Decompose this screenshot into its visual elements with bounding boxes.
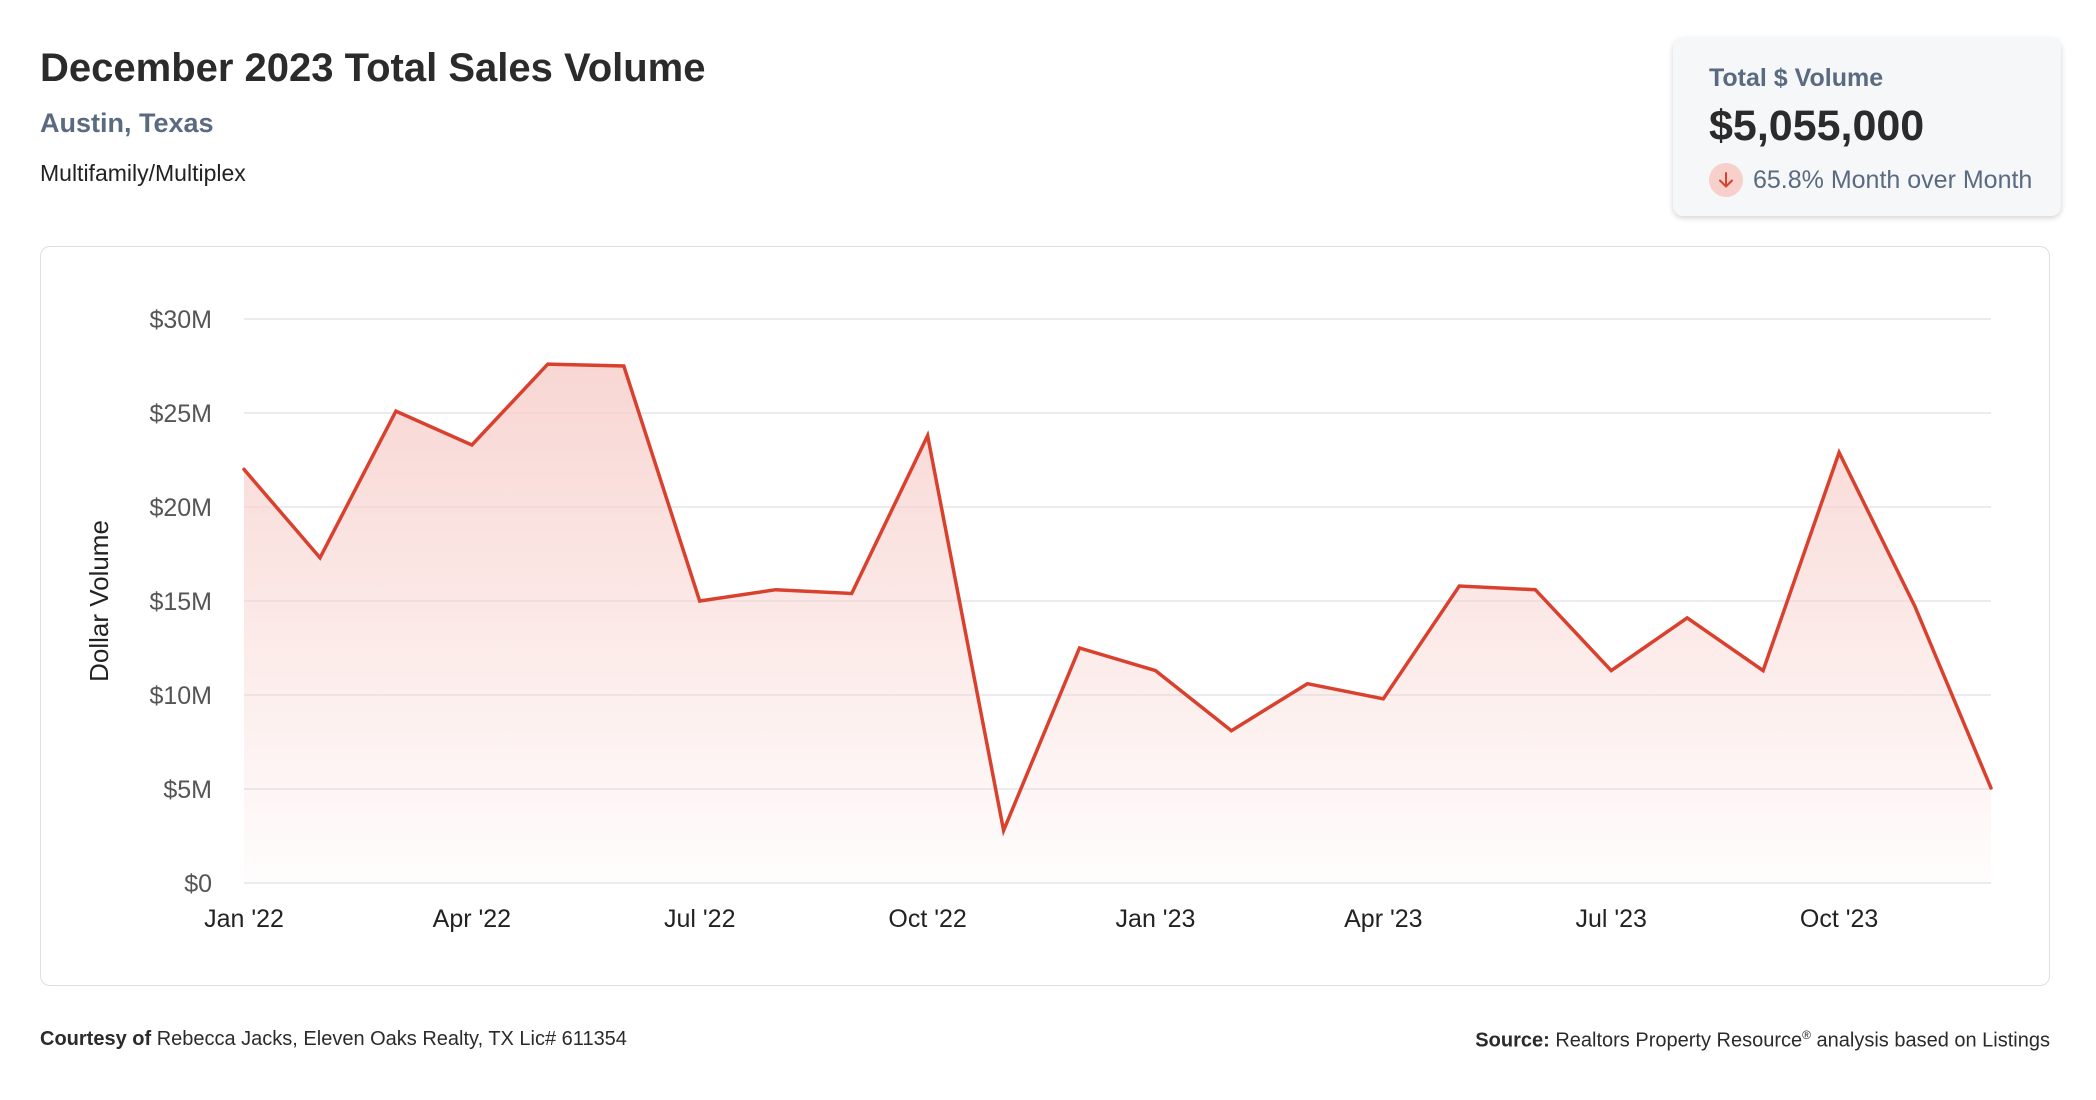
series-line	[242, 362, 1993, 837]
kpi-value: $5,055,000	[1709, 102, 1925, 150]
source-text-end: analysis based on Listings	[1810, 1029, 2051, 1052]
y-axis-label: Dollar Volume	[84, 520, 114, 682]
x-tick-label: Jan '23	[1116, 905, 1196, 933]
x-axis-ticks: Jan '22 Apr '22 Jul '22 Oct '22 Jan '23 Apr '…	[204, 905, 1878, 933]
x-tick-label: Jul '23	[1575, 905, 1646, 933]
y-tick-label: $0	[184, 870, 212, 898]
total-volume-card: Total $ Volume $5,055,000 65.8% Month ov…	[1673, 38, 2061, 216]
courtesy-label: Courtesy of	[40, 1028, 152, 1050]
series-area	[244, 364, 1991, 884]
x-tick-label: Apr '22	[433, 905, 511, 933]
line-layer	[242, 362, 1993, 837]
page-title: December 2023 Total Sales Volume	[40, 46, 706, 90]
y-tick-label: $10M	[149, 682, 212, 710]
chart-card: $0 $5M $10M $15M $20M $25M $30M Jan '22 Apr '22…	[40, 246, 2050, 986]
kpi-label: Total $ Volume	[1709, 64, 1884, 92]
source-label: Source:	[1475, 1029, 1550, 1052]
area-layer	[244, 364, 1991, 884]
courtesy-text: Rebecca Jacks, Eleven Oaks Realty, TX Li…	[156, 1028, 627, 1050]
y-tick-label: $15M	[149, 588, 212, 616]
source-footer: Source: Realtors Property Resource® anal…	[1475, 1028, 2050, 1053]
x-tick-label: Jul '22	[664, 905, 735, 933]
source-text: Realtors Property Resource	[1555, 1029, 1803, 1052]
y-axis-ticks: $0 $5M $10M $15M $20M $25M $30M	[149, 306, 212, 898]
courtesy-footer: Courtesy of Rebecca Jacks, Eleven Oaks R…	[40, 1028, 627, 1051]
arrow-down-icon	[1709, 163, 1743, 197]
kpi-change-text: 65.8% Month over Month	[1753, 165, 2033, 194]
property-type-label: Multifamily/Multiplex	[40, 160, 246, 186]
sales-volume-chart: $0 $5M $10M $15M $20M $25M $30M Jan '22 Apr '22…	[84, 306, 1993, 933]
y-tick-label: $30M	[149, 306, 212, 334]
location-subtitle: Austin, Texas	[40, 108, 214, 138]
y-tick-label: $5M	[163, 776, 212, 804]
x-tick-label: Jan '22	[204, 905, 284, 933]
x-tick-label: Oct '23	[1800, 905, 1878, 933]
kpi-change: 65.8% Month over Month	[1709, 162, 2032, 198]
x-tick-label: Apr '23	[1344, 905, 1422, 933]
y-tick-label: $25M	[149, 400, 212, 428]
x-tick-label: Oct '22	[888, 905, 966, 933]
registered-mark: ®	[1802, 1028, 1811, 1042]
y-tick-label: $20M	[149, 494, 212, 522]
